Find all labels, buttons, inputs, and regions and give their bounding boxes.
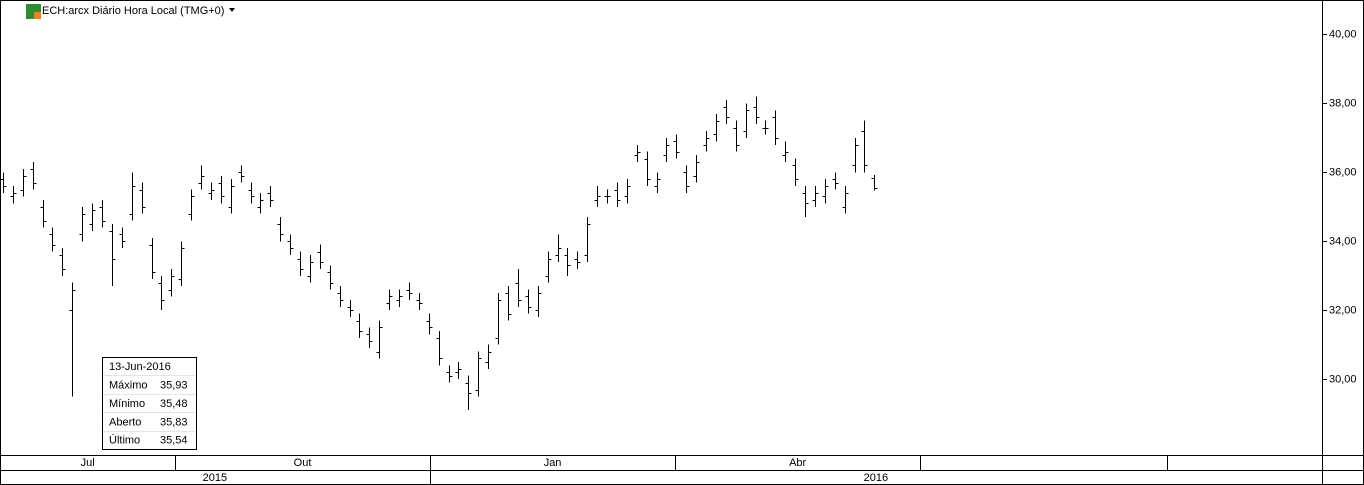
year-label: 2015	[203, 472, 227, 484]
info-value: 35,48	[160, 398, 188, 410]
info-box-frame	[102, 357, 197, 450]
info-label: Último	[109, 434, 140, 447]
info-value: 35,83	[160, 416, 188, 428]
y-tick-label: 30,00	[1329, 373, 1357, 385]
info-label: Mínimo	[109, 398, 145, 410]
info-date: 13-Jun-2016	[109, 361, 171, 373]
month-label: Jan	[544, 457, 562, 469]
chart-title[interactable]: ECH:arcx Diário Hora Local (TMG+0)	[42, 5, 224, 17]
icon	[34, 12, 41, 19]
y-tick-label: 36,00	[1329, 166, 1357, 178]
info-value: 35,54	[160, 435, 188, 447]
y-tick-label: 38,00	[1329, 97, 1357, 109]
year-label: 2016	[864, 472, 888, 484]
symbol-icon[interactable]	[26, 4, 41, 19]
info-box: 13-Jun-2016 Máximo 35,93 Mínimo 35,48 Aberto 3…	[102, 357, 197, 450]
info-label: Aberto	[109, 416, 141, 428]
y-tick-label: 34,00	[1329, 235, 1357, 247]
dropdown-arrow[interactable]	[229, 8, 235, 12]
y-tick-label: 32,00	[1329, 304, 1357, 316]
month-label: Abr	[789, 457, 806, 469]
info-label: Máximo	[109, 380, 148, 392]
y-tick-label: 40,00	[1329, 28, 1357, 40]
month-label: Jul	[81, 457, 95, 469]
info-value: 35,93	[160, 380, 188, 392]
month-label: Out	[294, 457, 312, 469]
